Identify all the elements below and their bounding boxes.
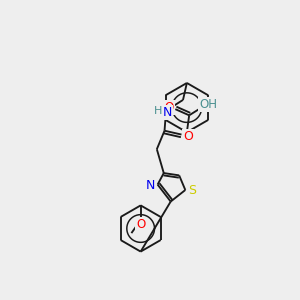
Text: O: O [164,101,174,114]
Text: N: N [146,179,155,192]
Text: OH: OH [200,98,217,111]
Text: O: O [136,218,145,231]
Text: N: N [163,106,172,119]
Text: H: H [154,106,163,116]
Text: O: O [184,130,193,142]
Text: S: S [188,184,196,197]
